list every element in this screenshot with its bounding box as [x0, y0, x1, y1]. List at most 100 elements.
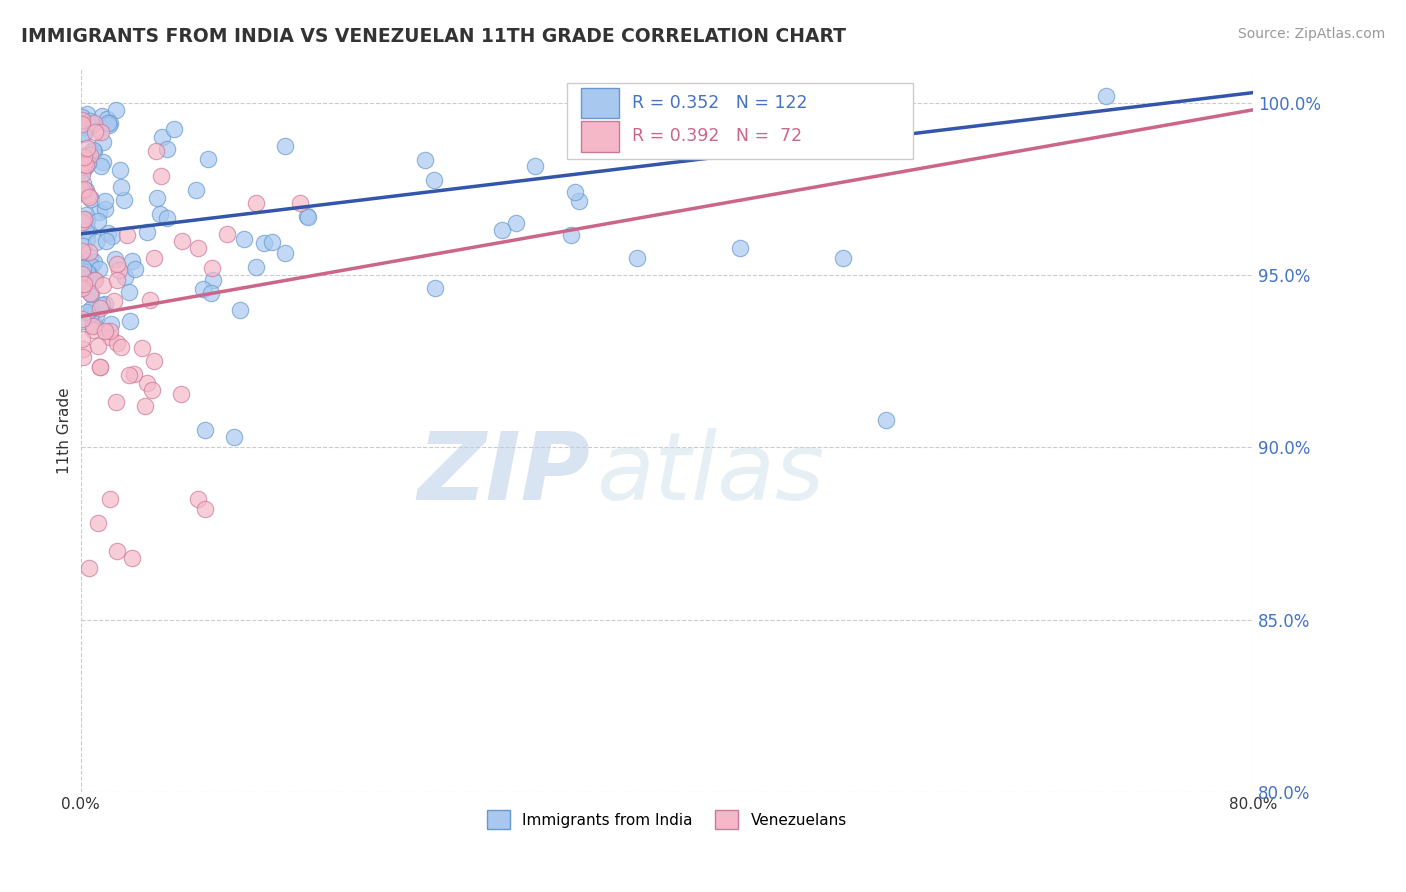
Point — [75, 157, 97, 171]
Point — [76, 261, 98, 276]
Point — [76, 305, 98, 319]
Point — [70, 312, 93, 326]
Point — [273, 246, 295, 260]
Point — [831, 251, 853, 265]
Point — [108, 263, 131, 277]
Point — [70, 264, 93, 278]
Point — [72, 126, 94, 140]
Point — [156, 211, 179, 226]
Point — [131, 341, 153, 355]
Point — [135, 225, 157, 239]
Point — [150, 130, 173, 145]
Point — [233, 232, 256, 246]
Point — [202, 273, 225, 287]
Point — [252, 235, 274, 250]
Point — [423, 281, 446, 295]
Point — [245, 195, 267, 210]
Point — [76, 232, 98, 246]
Point — [77, 244, 100, 259]
Point — [72, 332, 94, 346]
Point — [96, 112, 118, 127]
Point — [100, 317, 122, 331]
Legend: Immigrants from India, Venezuelans: Immigrants from India, Venezuelans — [481, 804, 853, 835]
Point — [77, 187, 100, 202]
Point — [89, 359, 111, 374]
Point — [105, 103, 128, 117]
Point — [201, 261, 224, 276]
Point — [187, 492, 209, 507]
Point — [114, 270, 136, 285]
Point — [75, 184, 97, 198]
Point — [200, 285, 222, 300]
Text: R = 0.392   N =  72: R = 0.392 N = 72 — [631, 127, 801, 145]
Point — [105, 273, 128, 287]
Point — [72, 176, 94, 190]
Point — [107, 257, 129, 271]
Point — [93, 155, 115, 169]
Point — [491, 223, 513, 237]
Point — [79, 147, 101, 161]
Point — [72, 261, 94, 276]
Point — [215, 227, 238, 241]
Point — [73, 150, 96, 164]
Point — [413, 153, 436, 168]
Point — [228, 303, 250, 318]
Point — [523, 159, 546, 173]
Point — [79, 302, 101, 317]
Point — [73, 153, 96, 167]
Y-axis label: 11th Grade: 11th Grade — [58, 387, 72, 474]
Point — [98, 492, 121, 507]
Point — [290, 195, 312, 210]
Point — [117, 285, 139, 300]
Point — [156, 141, 179, 155]
Point — [118, 368, 141, 383]
Point — [89, 301, 111, 315]
Point — [87, 214, 110, 228]
Point — [72, 212, 94, 227]
Point — [163, 122, 186, 136]
Point — [170, 234, 193, 248]
Point — [728, 241, 751, 255]
Point — [72, 157, 94, 171]
Point — [122, 367, 145, 381]
Point — [98, 116, 121, 130]
Point — [76, 264, 98, 278]
Point — [136, 376, 159, 390]
Text: R = 0.352   N = 122: R = 0.352 N = 122 — [631, 95, 807, 112]
Point — [77, 147, 100, 161]
Point — [72, 272, 94, 286]
Point — [77, 190, 100, 204]
Point — [70, 244, 93, 258]
Point — [70, 275, 93, 289]
Text: IMMIGRANTS FROM INDIA VS VENEZUELAN 11TH GRADE CORRELATION CHART: IMMIGRANTS FROM INDIA VS VENEZUELAN 11TH… — [21, 27, 846, 45]
Point — [626, 251, 648, 265]
Point — [568, 194, 591, 208]
Point — [104, 252, 127, 266]
Point — [83, 273, 105, 287]
Point — [87, 516, 110, 531]
Point — [83, 144, 105, 158]
Point — [76, 107, 98, 121]
Point — [149, 207, 172, 221]
Point — [79, 113, 101, 128]
Point — [245, 260, 267, 275]
Point — [193, 282, 215, 296]
Point — [77, 284, 100, 298]
Point — [70, 186, 93, 200]
Point — [112, 193, 135, 207]
Point — [76, 213, 98, 227]
Point — [79, 120, 101, 134]
Point — [83, 317, 105, 331]
Point — [73, 277, 96, 291]
Point — [75, 212, 97, 227]
Point — [96, 234, 118, 248]
Point — [104, 394, 127, 409]
Point — [72, 162, 94, 177]
Point — [94, 202, 117, 216]
Point — [295, 209, 318, 223]
Point — [82, 143, 104, 157]
Point — [70, 267, 93, 281]
Point — [98, 324, 121, 338]
Point — [73, 182, 96, 196]
Point — [145, 144, 167, 158]
